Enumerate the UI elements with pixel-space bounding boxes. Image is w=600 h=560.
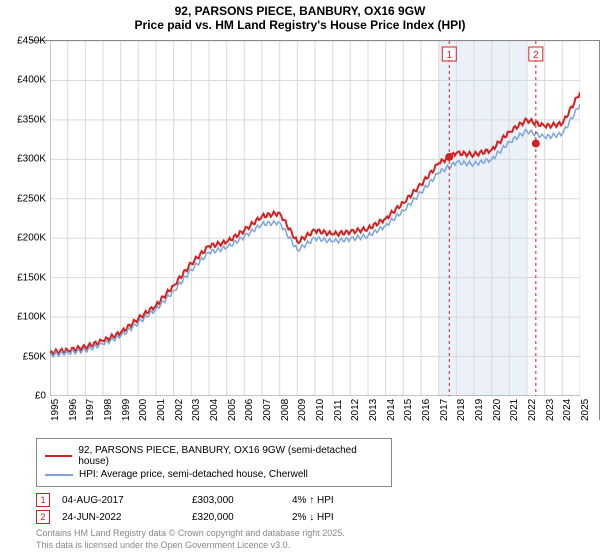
- x-tick-label: 2000: [138, 399, 149, 421]
- x-tick-label: 2022: [527, 399, 538, 421]
- footer-line2: This data is licensed under the Open Gov…: [36, 540, 600, 552]
- x-tick-label: 2008: [280, 399, 291, 421]
- chart-container: 92, PARSONS PIECE, BANBURY, OX16 9GW Pri…: [0, 0, 600, 560]
- x-tick-label: 2024: [562, 399, 573, 421]
- sale-marker: 1: [36, 493, 50, 507]
- x-tick-label: 2011: [333, 399, 344, 421]
- footer-line1: Contains HM Land Registry data © Crown c…: [36, 528, 600, 540]
- sale-note: 2% ↓ HPI: [292, 512, 412, 523]
- x-tick-label: 2020: [492, 399, 503, 421]
- x-tick-label: 2013: [368, 399, 379, 421]
- y-tick-label: £350K: [17, 114, 46, 125]
- x-tick-label: 1995: [50, 399, 61, 421]
- x-tick-label: 2009: [297, 399, 308, 421]
- x-tick-label: 2010: [315, 399, 326, 421]
- sale-price: £320,000: [192, 512, 292, 523]
- legend-swatch: [45, 455, 72, 457]
- chart-subtitle: Price paid vs. HM Land Registry's House …: [0, 18, 600, 36]
- chart-title: 92, PARSONS PIECE, BANBURY, OX16 9GW: [0, 0, 600, 18]
- legend-swatch: [45, 474, 73, 476]
- x-tick-label: 2002: [174, 399, 185, 421]
- y-axis: £0 £50K £100K £150K £200K £250K £300K £350K £400…: [0, 41, 48, 420]
- sale-row: 1 04-AUG-2017£303,0004% ↑ HPI: [36, 493, 600, 507]
- footer-attribution: Contains HM Land Registry data © Crown c…: [36, 528, 600, 551]
- x-tick-label: 2003: [191, 399, 202, 421]
- x-tick-label: 2015: [403, 399, 414, 421]
- x-tick-label: 2023: [545, 399, 556, 421]
- legend-label: 92, PARSONS PIECE, BANBURY, OX16 9GW (se…: [78, 445, 383, 467]
- sale-date: 24-JUN-2022: [62, 512, 192, 523]
- sales-table: 1 04-AUG-2017£303,0004% ↑ HPI 2 24-JUN-2022…: [36, 493, 600, 524]
- chart-plot: 12: [50, 41, 580, 396]
- y-tick-label: £50K: [23, 351, 46, 362]
- y-tick-label: £150K: [17, 272, 46, 283]
- svg-text:1: 1: [446, 50, 452, 61]
- sale-row: 2 24-JUN-2022£320,0002% ↓ HPI: [36, 510, 600, 524]
- legend: 92, PARSONS PIECE, BANBURY, OX16 9GW (se…: [36, 438, 392, 487]
- legend-item: HPI: Average price, semi-detached house,…: [45, 469, 383, 480]
- y-tick-label: £0: [35, 391, 46, 402]
- x-tick-label: 1998: [103, 399, 114, 421]
- y-tick-label: £400K: [17, 75, 46, 86]
- x-tick-label: 2017: [439, 399, 450, 421]
- sale-note: 4% ↑ HPI: [292, 495, 412, 506]
- x-tick-label: 2004: [209, 399, 220, 421]
- x-tick-label: 2007: [262, 399, 273, 421]
- x-tick-label: 1996: [68, 399, 79, 421]
- y-tick-label: £450K: [17, 36, 46, 47]
- x-tick-label: 2005: [227, 399, 238, 421]
- x-tick-label: 1997: [85, 399, 96, 421]
- x-tick-label: 2019: [474, 399, 485, 421]
- sale-price: £303,000: [192, 495, 292, 506]
- x-axis: 1995 1996 1997 1998 1999 2000 2001 2002 2003 2004…: [50, 401, 580, 426]
- y-tick-label: £200K: [17, 233, 46, 244]
- svg-text:2: 2: [533, 50, 539, 61]
- x-tick-label: 2016: [421, 399, 432, 421]
- chart-area: 12 £0£50K£100K£150K£200K£250K£300K£350K£…: [30, 40, 600, 420]
- y-tick-label: £300K: [17, 154, 46, 165]
- x-tick-label: 2018: [456, 399, 467, 421]
- y-tick-label: £250K: [17, 193, 46, 204]
- x-tick-label: 2014: [386, 399, 397, 421]
- sale-marker: 2: [36, 510, 50, 524]
- x-tick-label: 2012: [350, 399, 361, 421]
- legend-label: HPI: Average price, semi-detached house,…: [79, 469, 308, 480]
- x-tick-label: 2025: [580, 399, 591, 421]
- y-tick-label: £100K: [17, 312, 46, 323]
- sale-date: 04-AUG-2017: [62, 495, 192, 506]
- x-tick-label: 1999: [121, 399, 132, 421]
- x-tick-label: 2001: [156, 399, 167, 421]
- x-tick-label: 2021: [509, 399, 520, 421]
- legend-item: 92, PARSONS PIECE, BANBURY, OX16 9GW (se…: [45, 445, 383, 467]
- x-tick-label: 2006: [244, 399, 255, 421]
